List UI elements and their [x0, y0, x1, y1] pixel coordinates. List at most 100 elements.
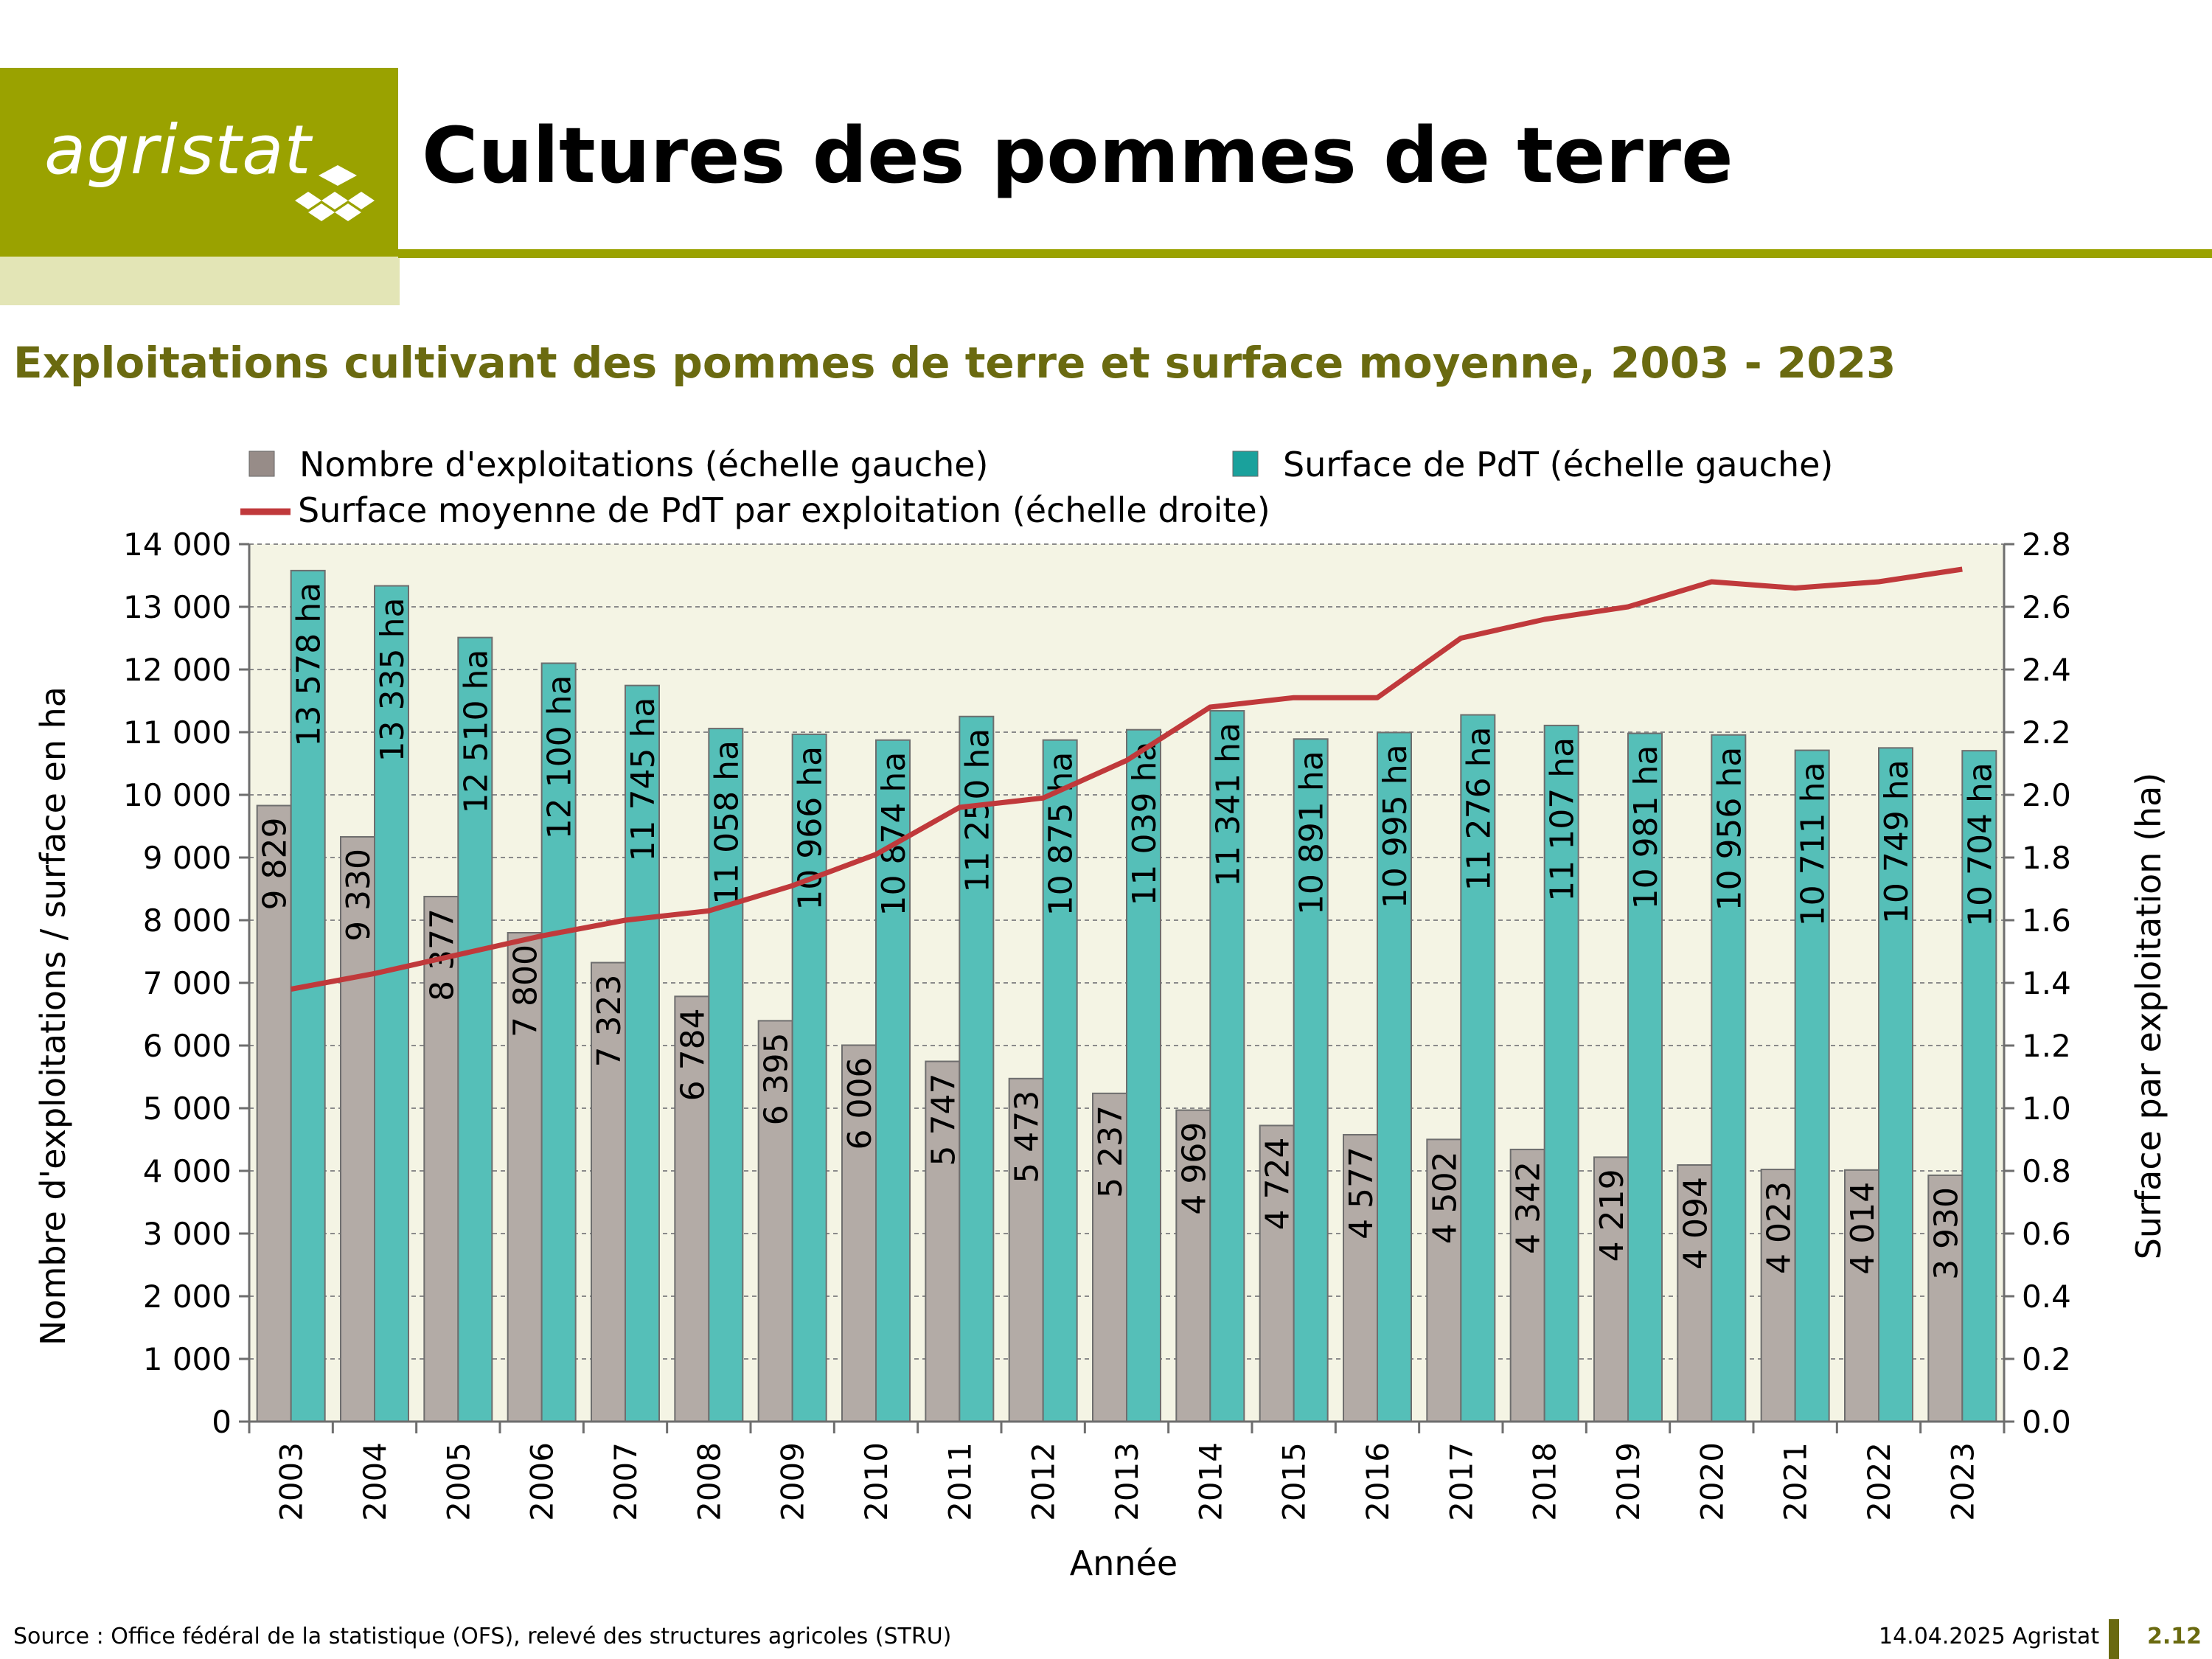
- y2-tick-label: 1.8: [2022, 840, 2071, 876]
- bar-surface: [1711, 734, 1747, 1422]
- data-label-surface: 10 891 ha: [1293, 751, 1331, 915]
- x-tick-label: 2021: [1778, 1442, 1814, 1521]
- y-tick-label: 13 000: [123, 589, 232, 625]
- bar-surface: [1042, 739, 1078, 1422]
- data-label-surface: 12 100 ha: [541, 675, 579, 840]
- data-label-exploitations: 3 930: [1927, 1187, 1965, 1280]
- bar-surface: [1961, 750, 1997, 1423]
- y2-tick-label: 0.4: [2022, 1279, 2071, 1315]
- data-label-surface: 10 874 ha: [875, 752, 913, 917]
- bar-surface: [708, 728, 744, 1422]
- data-label-surface: 11 745 ha: [625, 698, 662, 862]
- x-tick-label: 2012: [1026, 1442, 1062, 1521]
- legend-label-exploitations: Nombre d'exploitations (échelle gauche): [299, 445, 989, 484]
- data-label-exploitations: 4 577: [1343, 1147, 1380, 1239]
- y-tick-label: 0: [212, 1404, 232, 1440]
- y2-tick-label: 0.0: [2022, 1404, 2071, 1440]
- bar-surface: [791, 733, 827, 1422]
- data-label-surface: 13 335 ha: [374, 598, 411, 762]
- bar-surface: [959, 715, 995, 1422]
- y2-tick-label: 2.2: [2022, 714, 2071, 751]
- bar-exploitations: [1927, 1174, 1964, 1422]
- x-tick-label: 2010: [858, 1442, 894, 1521]
- y2-tick-label: 1.0: [2022, 1091, 2071, 1127]
- legend-label-surface: Surface de PdT (échelle gauche): [1283, 445, 1833, 484]
- legend-swatch-exploitations: [248, 451, 275, 477]
- x-tick-label: 2006: [524, 1442, 560, 1521]
- data-label-surface: 10 749 ha: [1878, 759, 1916, 924]
- data-label-surface: 12 510 ha: [457, 650, 495, 814]
- y-tick-label: 7 000: [143, 965, 232, 1001]
- y-tick-label: 5 000: [143, 1091, 232, 1127]
- y2-tick-label: 2.8: [2022, 526, 2071, 563]
- bar-exploitations: [340, 835, 375, 1422]
- y2-tick-label: 0.2: [2022, 1341, 2071, 1377]
- bar-exploitations: [1426, 1138, 1462, 1423]
- data-label-surface: 11 341 ha: [1209, 723, 1247, 887]
- legend: Nombre d'exploitations (échelle gauche) …: [240, 445, 1833, 530]
- bar-surface: [1627, 732, 1663, 1422]
- data-label-exploitations: 4 014: [1844, 1182, 1882, 1275]
- data-label-surface: 10 875 ha: [1043, 752, 1080, 917]
- y2-tick-label: 2.6: [2022, 589, 2071, 625]
- bar-exploitations: [1092, 1092, 1127, 1422]
- x-tick-label: 2018: [1527, 1442, 1563, 1521]
- y-tick-label: 8 000: [143, 902, 232, 939]
- bar-surface: [457, 636, 493, 1422]
- bar-exploitations: [674, 995, 710, 1422]
- y-axis-title-left: Nombre d'exploitations / surface en ha: [33, 686, 73, 1346]
- logo-text: agristat: [44, 111, 312, 189]
- y-tick-label: 11 000: [123, 714, 232, 751]
- bar-surface: [625, 684, 660, 1422]
- data-label-exploitations: 4 502: [1426, 1151, 1464, 1244]
- data-label-surface: 10 981 ha: [1627, 745, 1665, 910]
- x-tick-label: 2023: [1944, 1442, 1980, 1521]
- axes: 0 1 000 2 000 3 000 4 000 5 000 6 000 7 000 8 00…: [123, 526, 2071, 1521]
- logo-diamonds-icon: [295, 165, 375, 221]
- x-tick-label: 2017: [1443, 1442, 1479, 1521]
- data-label-surface: 10 704 ha: [1961, 762, 1999, 927]
- x-tick-label: 2007: [608, 1442, 644, 1521]
- bar-exploitations: [925, 1060, 961, 1422]
- data-label-exploitations: 6 395: [758, 1032, 796, 1125]
- page-title: Cultures des pommes de terre: [422, 111, 1733, 201]
- bar-surface: [1293, 738, 1329, 1422]
- bar-surface: [1878, 747, 1913, 1422]
- data-label-exploitations: 4 724: [1259, 1137, 1297, 1230]
- bar-surface: [540, 662, 577, 1422]
- y-tick-label: 9 000: [143, 840, 232, 876]
- data-label-surface: 10 956 ha: [1711, 747, 1748, 911]
- y-axis-title-right: Surface par exploitation (ha): [2129, 773, 2168, 1260]
- y2-tick-label: 1.4: [2022, 965, 2071, 1001]
- data-label-exploitations: 6 006: [841, 1057, 879, 1150]
- bar-exploitations: [841, 1044, 877, 1422]
- data-label-exploitations: 4 023: [1761, 1181, 1798, 1274]
- bar-surface: [1209, 710, 1245, 1422]
- x-tick-label: 2014: [1192, 1442, 1228, 1521]
- x-tick-label: 2008: [691, 1442, 727, 1521]
- y-tick-label: 10 000: [123, 777, 232, 813]
- x-axis-title: Année: [1070, 1543, 1178, 1583]
- data-label-exploitations: 7 800: [507, 945, 545, 1037]
- bar-surface: [374, 585, 409, 1422]
- data-label-surface: 11 107 ha: [1544, 737, 1582, 902]
- bar-exploitations: [591, 961, 626, 1422]
- data-label-exploitations: 4 094: [1677, 1177, 1714, 1270]
- data-label-surface: 11 039 ha: [1126, 742, 1164, 906]
- y2-tick-label: 2.0: [2022, 777, 2071, 813]
- bar-surface: [1377, 731, 1412, 1422]
- data-label-surface: 11 250 ha: [959, 728, 996, 893]
- y2-tick-label: 2.4: [2022, 652, 2071, 688]
- data-label-surface: 11 058 ha: [708, 740, 745, 905]
- legend-swatch-surface: [1232, 451, 1259, 477]
- bar-exploitations: [1259, 1124, 1295, 1423]
- bar-surface: [290, 569, 326, 1422]
- bar-exploitations: [1509, 1148, 1545, 1422]
- y-tick-label: 2 000: [143, 1279, 232, 1315]
- x-tick-label: 2011: [942, 1442, 978, 1521]
- data-label-exploitations: 9 330: [340, 849, 378, 942]
- logo-block: [0, 68, 398, 257]
- y-tick-label: 1 000: [143, 1341, 232, 1377]
- average-surface-line: [291, 566, 1963, 992]
